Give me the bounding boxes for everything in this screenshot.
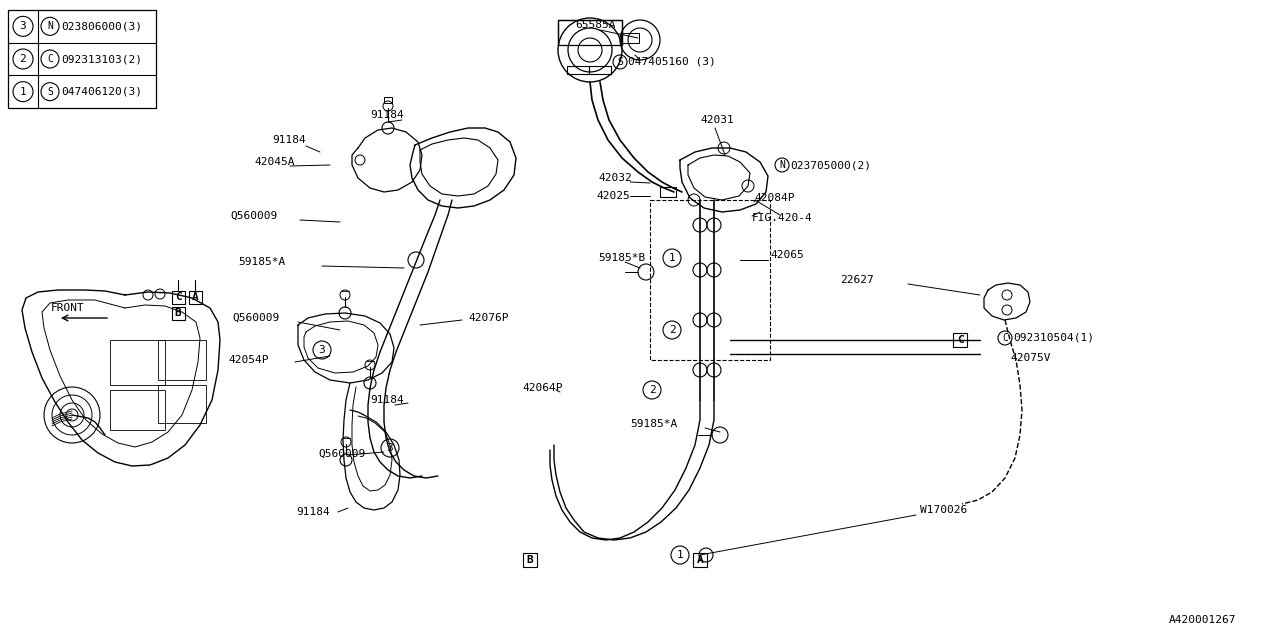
Bar (692, 553, 707, 567)
Bar (621, 33, 639, 43)
Text: C: C (956, 335, 964, 345)
Text: 3: 3 (387, 443, 393, 453)
Text: 42032: 42032 (598, 173, 632, 183)
Text: 023806000(3): 023806000(3) (61, 21, 142, 31)
Text: 91184: 91184 (273, 135, 306, 145)
Bar (188, 291, 201, 303)
Bar (384, 97, 392, 103)
Text: 42084P: 42084P (754, 193, 795, 203)
Text: 59185*A: 59185*A (238, 257, 285, 267)
Text: A: A (192, 292, 198, 302)
Text: 91184: 91184 (370, 110, 403, 120)
Text: 42025: 42025 (596, 191, 630, 201)
Text: 047406120(3): 047406120(3) (61, 86, 142, 97)
Text: 59185*A: 59185*A (630, 419, 677, 429)
Text: 1: 1 (668, 253, 676, 263)
Text: 1: 1 (19, 86, 27, 97)
Bar (650, 200, 771, 360)
Text: N: N (47, 21, 52, 31)
Text: FIG.420-4: FIG.420-4 (753, 213, 813, 223)
Text: 65585A: 65585A (575, 20, 616, 30)
Text: 3: 3 (319, 345, 325, 355)
Text: C: C (174, 292, 182, 302)
Bar (524, 553, 538, 567)
Text: Q560009: Q560009 (232, 313, 279, 323)
Text: 42045A: 42045A (253, 157, 294, 167)
Text: C: C (1002, 333, 1007, 343)
Text: 2: 2 (668, 325, 676, 335)
Text: 42031: 42031 (700, 115, 733, 125)
Text: A420001267: A420001267 (1169, 615, 1236, 625)
Bar (8, 10, 156, 108)
Bar (558, 20, 622, 45)
Text: 047405160 (3): 047405160 (3) (628, 57, 716, 67)
Bar (567, 66, 589, 74)
Text: 59185*B: 59185*B (598, 253, 645, 263)
Text: 91184: 91184 (296, 507, 330, 517)
Text: B: B (174, 308, 182, 318)
Text: 3: 3 (19, 21, 27, 31)
Bar (660, 187, 676, 197)
Text: 91184: 91184 (370, 395, 403, 405)
Text: B: B (526, 555, 534, 565)
Text: 1: 1 (677, 550, 684, 560)
Text: 42054P: 42054P (228, 355, 269, 365)
Text: S: S (617, 57, 623, 67)
Text: 42075V: 42075V (1010, 353, 1051, 363)
Text: Q560009: Q560009 (317, 449, 365, 459)
Bar (172, 291, 184, 303)
Text: 2: 2 (19, 54, 27, 64)
Bar (110, 390, 165, 430)
Bar (589, 66, 611, 74)
Text: A: A (696, 555, 704, 565)
Text: FRONT: FRONT (51, 303, 84, 313)
Text: 092310504(1): 092310504(1) (1012, 333, 1094, 343)
Text: Q560009: Q560009 (230, 211, 278, 221)
Text: N: N (780, 160, 785, 170)
Bar (157, 340, 206, 380)
Text: 2: 2 (649, 385, 655, 395)
Bar (172, 307, 184, 319)
Text: 42064P: 42064P (522, 383, 562, 393)
Bar (157, 385, 206, 423)
Text: 22627: 22627 (840, 275, 874, 285)
Bar (110, 340, 165, 385)
Text: 092313103(2): 092313103(2) (61, 54, 142, 64)
Text: 42065: 42065 (771, 250, 804, 260)
Text: S: S (47, 86, 52, 97)
Text: W170026: W170026 (920, 505, 968, 515)
Text: 42076P: 42076P (468, 313, 508, 323)
Text: C: C (47, 54, 52, 64)
Text: 023705000(2): 023705000(2) (790, 160, 870, 170)
Bar (954, 333, 966, 347)
